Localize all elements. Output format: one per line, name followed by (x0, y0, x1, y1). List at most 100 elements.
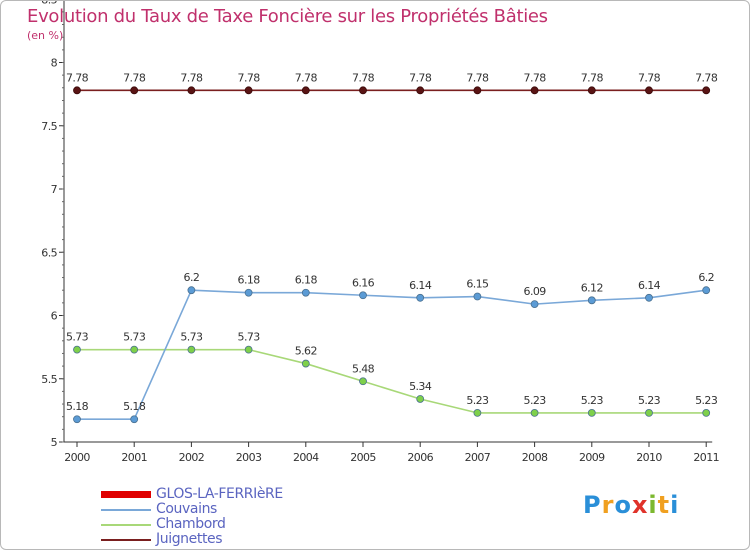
x-tick-label: 2010 (636, 451, 662, 464)
data-label-chambord: 5.48 (352, 362, 375, 375)
data-label-couvains: 6.12 (581, 281, 603, 294)
data-label-chambord: 5.23 (581, 394, 604, 407)
x-tick-label: 2006 (407, 451, 433, 464)
x-tick-label: 2009 (579, 451, 605, 464)
chart-title: Evolution du Taux de Taxe Foncière sur l… (27, 6, 548, 27)
data-label-chambord: 5.34 (409, 380, 432, 393)
data-label-chambord: 5.62 (295, 345, 317, 358)
data-point-juignettes (416, 86, 425, 95)
data-label-juignettes: 7.78 (581, 71, 604, 84)
x-tick-label: 2005 (350, 451, 376, 464)
data-label-juignettes: 7.78 (695, 71, 718, 84)
data-label-chambord: 5.23 (695, 394, 718, 407)
data-point-couvains (530, 300, 539, 309)
x-tick-label: 2000 (64, 451, 90, 464)
data-label-juignettes: 7.78 (352, 71, 375, 84)
data-label-chambord: 5.23 (638, 394, 661, 407)
data-point-couvains (130, 415, 139, 424)
legend-label-chambord: Chambord (156, 516, 226, 532)
data-label-couvains: 6.2 (698, 271, 714, 284)
data-point-juignettes (473, 86, 482, 95)
legend-swatch-couvains (101, 509, 151, 511)
data-label-juignettes: 7.78 (295, 71, 318, 84)
x-tick-label: 2004 (293, 451, 319, 464)
legend-label-couvains: Couvains (156, 501, 217, 517)
data-point-couvains (187, 286, 196, 295)
data-label-chambord: 5.23 (466, 394, 489, 407)
y-tick-label: 8.5 (41, 1, 57, 6)
data-label-juignettes: 7.78 (238, 71, 261, 84)
data-point-couvains (587, 296, 596, 305)
x-tick-label: 2002 (179, 451, 205, 464)
logo-letter: i (670, 491, 680, 519)
data-label-juignettes: 7.78 (66, 71, 89, 84)
data-point-chambord (301, 359, 310, 368)
data-label-couvains: 5.18 (66, 400, 89, 413)
data-point-couvains (359, 291, 367, 300)
data-point-juignettes (301, 86, 310, 95)
data-label-chambord: 5.73 (66, 331, 89, 344)
data-point-juignettes (587, 86, 596, 95)
data-point-couvains (645, 293, 653, 302)
data-point-couvains (416, 293, 425, 302)
data-point-chambord (473, 409, 482, 417)
data-point-juignettes (702, 86, 711, 95)
legend-swatch-glos (101, 491, 151, 498)
data-point-chambord (645, 409, 653, 417)
legend-label-juignettes: Juignettes (156, 531, 223, 547)
data-label-couvains: 6.14 (638, 279, 661, 292)
data-point-juignettes (645, 86, 653, 95)
data-label-couvains: 6.2 (184, 271, 200, 284)
data-label-chambord: 5.23 (524, 394, 547, 407)
logo-letter: r (601, 491, 615, 519)
y-tick-label: 7 (51, 183, 58, 196)
data-point-juignettes (130, 86, 139, 95)
x-tick-label: 2003 (236, 451, 262, 464)
y-tick-label: 6.5 (41, 246, 57, 259)
data-point-chambord (359, 377, 367, 386)
data-point-couvains (244, 288, 253, 297)
data-label-couvains: 6.18 (295, 274, 318, 287)
logo-letter: P (583, 491, 602, 519)
data-point-couvains (301, 288, 310, 297)
logo-letter: o (614, 491, 632, 519)
legend-swatch-juignettes (101, 539, 151, 541)
data-point-juignettes (359, 86, 367, 95)
data-label-juignettes: 7.78 (409, 71, 432, 84)
y-tick-label: 8 (51, 57, 58, 70)
series-line-couvains (76, 289, 708, 421)
x-tick-label: 2001 (121, 451, 147, 464)
data-point-chambord (73, 345, 81, 354)
data-point-juignettes (244, 86, 253, 95)
logo-letter: x (631, 491, 649, 519)
data-point-chambord (416, 395, 425, 403)
data-point-chambord (587, 409, 596, 417)
data-label-couvains: 6.18 (238, 274, 261, 287)
legend-label-glos: GLOS-LA-FERRIèRE (156, 486, 283, 502)
y-tick-label: 6 (51, 310, 58, 323)
logo-letter: i (648, 491, 658, 519)
x-tick-label: 2008 (522, 451, 548, 464)
data-label-couvains: 5.18 (123, 400, 146, 413)
x-tick-label: 2007 (465, 451, 491, 464)
data-label-chambord: 5.73 (180, 331, 203, 344)
data-point-chambord (244, 345, 253, 354)
data-point-juignettes (530, 86, 539, 95)
data-point-juignettes (187, 86, 196, 95)
series-line-chambord (76, 348, 708, 414)
data-point-chambord (530, 409, 539, 417)
data-label-juignettes: 7.78 (524, 71, 547, 84)
data-label-juignettes: 7.78 (180, 71, 203, 84)
data-point-juignettes (73, 86, 81, 95)
data-point-chambord (130, 345, 139, 354)
data-label-juignettes: 7.78 (123, 71, 146, 84)
y-tick-label: 5.5 (41, 373, 57, 386)
data-label-couvains: 6.09 (524, 285, 547, 298)
data-label-couvains: 6.14 (409, 279, 432, 292)
y-tick-label: 7.5 (41, 120, 57, 133)
proxiti-logo: Proxiti (583, 491, 679, 519)
data-point-couvains (702, 286, 711, 295)
data-label-juignettes: 7.78 (466, 71, 489, 84)
